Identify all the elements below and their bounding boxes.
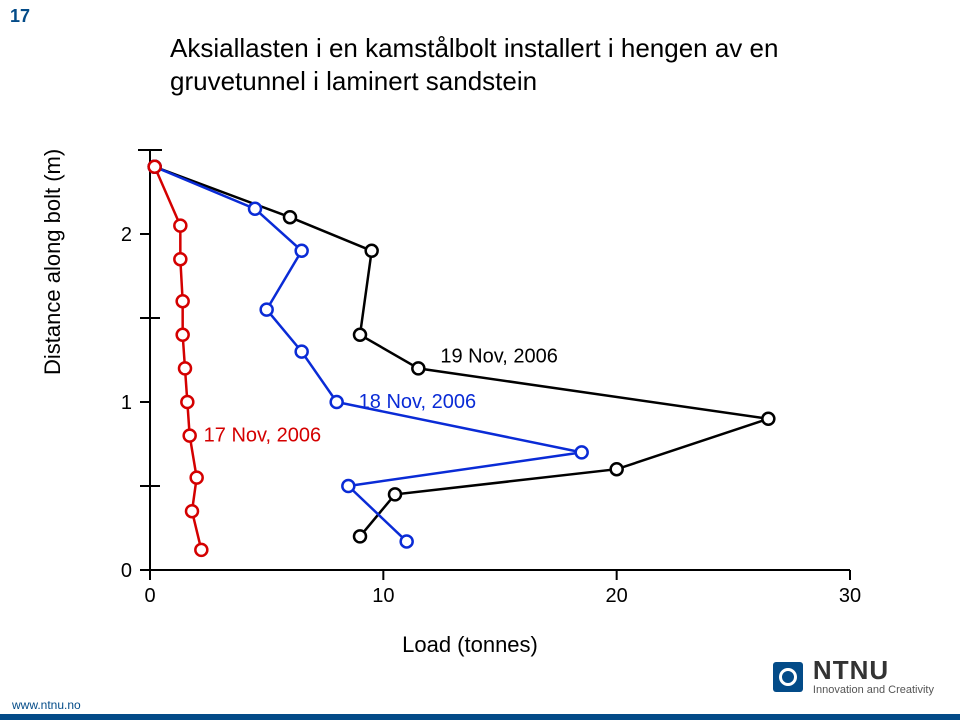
chart: Distance along bolt (m) 010203001219 Nov… xyxy=(70,140,870,610)
svg-text:10: 10 xyxy=(372,585,394,607)
ntnu-logo-icon xyxy=(773,662,803,692)
svg-text:18 Nov, 2006: 18 Nov, 2006 xyxy=(359,391,477,413)
footer-url: www.ntnu.no xyxy=(12,698,81,712)
slide-title: Aksiallasten i en kamstålbolt installert… xyxy=(170,32,870,97)
footer-accent-bar xyxy=(0,714,960,720)
svg-text:20: 20 xyxy=(606,585,628,607)
svg-text:30: 30 xyxy=(839,585,861,607)
ntnu-logo-name: NTNU xyxy=(813,657,934,683)
svg-text:1: 1 xyxy=(121,392,132,414)
svg-text:19 Nov, 2006: 19 Nov, 2006 xyxy=(440,345,558,367)
svg-text:2: 2 xyxy=(121,224,132,246)
svg-text:17 Nov, 2006: 17 Nov, 2006 xyxy=(204,425,322,447)
x-axis-label: Load (tonnes) xyxy=(70,632,870,658)
footer: www.ntnu.no xyxy=(0,690,960,720)
y-axis-label: Distance along bolt (m) xyxy=(40,149,66,375)
page-number: 17 xyxy=(10,6,30,27)
svg-text:0: 0 xyxy=(144,585,155,607)
svg-text:0: 0 xyxy=(121,560,132,582)
slide: 17 Aksiallasten i en kamstålbolt install… xyxy=(0,0,960,720)
chart-svg: 0 10 20 30 0 1 2 19 Nov, 2006 18 Nov, 2006 17 Nov… xyxy=(70,140,870,610)
